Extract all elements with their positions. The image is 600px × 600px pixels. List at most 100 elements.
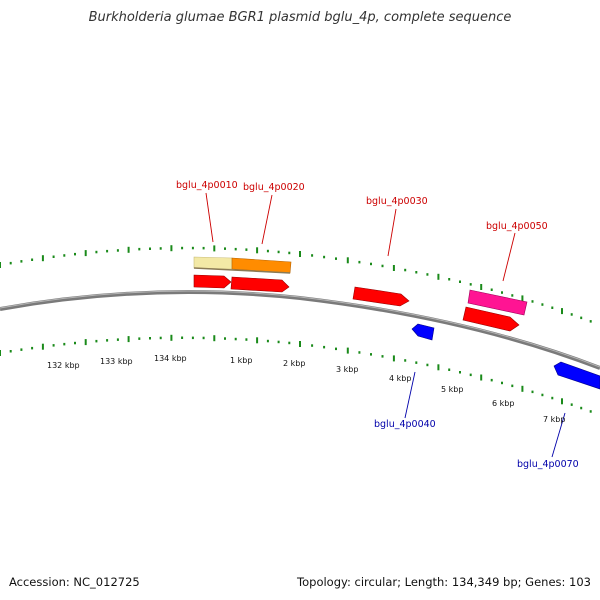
outer-ring-major-tick: [127, 246, 130, 253]
outer-ring-minor-tick: [469, 283, 472, 286]
sequence-backbone-highlight: [0, 290, 600, 368]
outer-ring-minor-tick: [448, 278, 451, 281]
tick-label-2kbp: 2 kbp: [283, 359, 305, 368]
outer-ring-minor-tick: [311, 254, 314, 257]
gene-label-bglu_4p0030: bglu_4p0030: [366, 196, 428, 207]
cds-arrow-bglu_4p0030[interactable]: [352, 286, 410, 307]
outer-ring-major-tick: [392, 265, 395, 271]
inner-ring-minor-tick: [415, 361, 418, 364]
inner-ring-minor-tick: [531, 390, 534, 394]
outer-ring-minor-tick: [224, 247, 226, 250]
outer-ring-major-tick: [84, 250, 87, 257]
outer-ring-minor-tick: [551, 306, 554, 309]
inner-ring-minor-tick: [106, 339, 109, 342]
cds-arrow-bglu_4p0010[interactable]: [193, 274, 232, 289]
inner-ring-minor-tick: [116, 338, 119, 341]
leader-bglu_4p0030: [387, 208, 397, 257]
inner-ring-minor-tick: [580, 406, 583, 410]
gene-label-bglu_4p0050: bglu_4p0050: [486, 221, 548, 232]
genes-value: 103: [569, 575, 591, 589]
outer-tick-ring: [0, 245, 592, 323]
length-value: 134,349 bp;: [451, 575, 522, 589]
outer-ring-minor-tick: [404, 268, 407, 272]
gene-label-bglu_4p0040: bglu_4p0040: [374, 419, 436, 430]
outer-ring-minor-tick: [511, 294, 514, 297]
inner-ring-minor-tick: [95, 339, 98, 343]
tick-label-1kbp: 1 kbp: [230, 356, 252, 365]
leader-bglu_4p0010: [205, 192, 214, 243]
inner-ring-minor-tick: [589, 410, 592, 413]
inner-ring-minor-tick: [234, 337, 237, 341]
inner-ring-major-tick: [41, 343, 44, 350]
inner-ring-minor-tick: [277, 340, 280, 344]
outer-ring-minor-tick: [358, 260, 361, 264]
sequence-backbone: [0, 290, 600, 370]
outer-ring-minor-tick: [288, 251, 291, 255]
feature-orange-shade: [193, 267, 291, 274]
cds-arrow-bglu_4p0020[interactable]: [230, 276, 290, 293]
inner-ring-minor-tick: [426, 363, 429, 367]
inner-ring-minor-tick: [159, 336, 162, 340]
outer-ring-minor-tick: [541, 303, 544, 306]
tick-label-133kbp: 133 kbp: [100, 357, 133, 366]
inner-ring-major-tick: [521, 385, 524, 392]
gene-label-bglu_4p0070: bglu_4p0070: [517, 459, 579, 470]
outer-ring-minor-tick: [490, 288, 493, 291]
outer-ring-major-tick: [521, 295, 524, 302]
inner-ring-minor-tick: [501, 381, 503, 385]
inner-ring-minor-tick: [224, 337, 226, 340]
outer-ring-minor-tick: [106, 249, 109, 253]
outer-ring-minor-tick: [335, 257, 337, 260]
outer-ring-minor-tick: [459, 280, 461, 283]
cds-arrow-bglu_4p0050[interactable]: [462, 306, 520, 332]
inner-ring-minor-tick: [490, 378, 493, 382]
inner-ring-minor-tick: [288, 341, 291, 345]
tick-label-3kbp: 3 kbp: [336, 365, 358, 374]
feature-magenta[interactable]: [467, 289, 528, 316]
accession-info: Accession: NC_012725: [9, 575, 140, 589]
outer-ring-minor-tick: [31, 258, 34, 261]
outer-ring-minor-tick: [531, 300, 534, 303]
outer-ring-minor-tick: [266, 249, 269, 253]
outer-ring-major-tick: [41, 255, 44, 262]
inner-ring-minor-tick: [541, 393, 544, 397]
inner-ring-minor-tick: [74, 341, 76, 345]
inner-ring-minor-tick: [381, 355, 384, 358]
map-title: Burkholderia glumae BGR1 plasmid bglu_4p…: [88, 10, 512, 25]
inner-ring-minor-tick: [245, 338, 248, 341]
topology-value: circular;: [354, 575, 401, 589]
inner-ring-minor-tick: [181, 336, 184, 339]
inner-ring-minor-tick: [370, 353, 372, 356]
inner-ring-minor-tick: [311, 344, 314, 347]
inner-ring-minor-tick: [551, 396, 554, 400]
inner-ring-minor-tick: [266, 339, 269, 343]
inner-ring-major-tick: [256, 337, 259, 344]
inner-ring-major-tick: [84, 339, 87, 346]
outer-ring-major-tick: [437, 273, 440, 280]
outer-ring-minor-tick: [570, 313, 573, 316]
inner-tick-ring: [0, 334, 592, 413]
inner-ring-minor-tick: [335, 347, 337, 351]
outer-ring-minor-tick: [20, 260, 23, 263]
outer-ring-minor-tick: [159, 247, 162, 250]
inner-ring-minor-tick: [20, 348, 23, 351]
gene-label-bglu_4p0010: bglu_4p0010: [176, 180, 238, 191]
outer-ring-major-tick: [213, 245, 216, 252]
cds-arrow-bglu_4p0040[interactable]: [411, 323, 435, 341]
inner-ring-minor-tick: [469, 373, 472, 377]
outer-ring-minor-tick: [589, 320, 592, 323]
outer-ring-major-tick: [561, 308, 563, 315]
outer-ring-minor-tick: [234, 247, 237, 251]
inner-ring-minor-tick: [138, 337, 141, 340]
cds-arrow-bglu_4p0070[interactable]: [553, 361, 600, 390]
inner-ring-minor-tick: [63, 342, 66, 346]
outer-ring-minor-tick: [245, 248, 248, 251]
outer-ring-major-tick: [256, 247, 259, 254]
leader-bglu_4p0050: [502, 232, 516, 282]
outer-ring-minor-tick: [63, 254, 66, 257]
feature-pale[interactable]: [193, 256, 233, 270]
outer-ring-major-tick: [0, 262, 1, 268]
outer-ring-minor-tick: [501, 291, 503, 294]
outer-ring-minor-tick: [74, 252, 76, 256]
